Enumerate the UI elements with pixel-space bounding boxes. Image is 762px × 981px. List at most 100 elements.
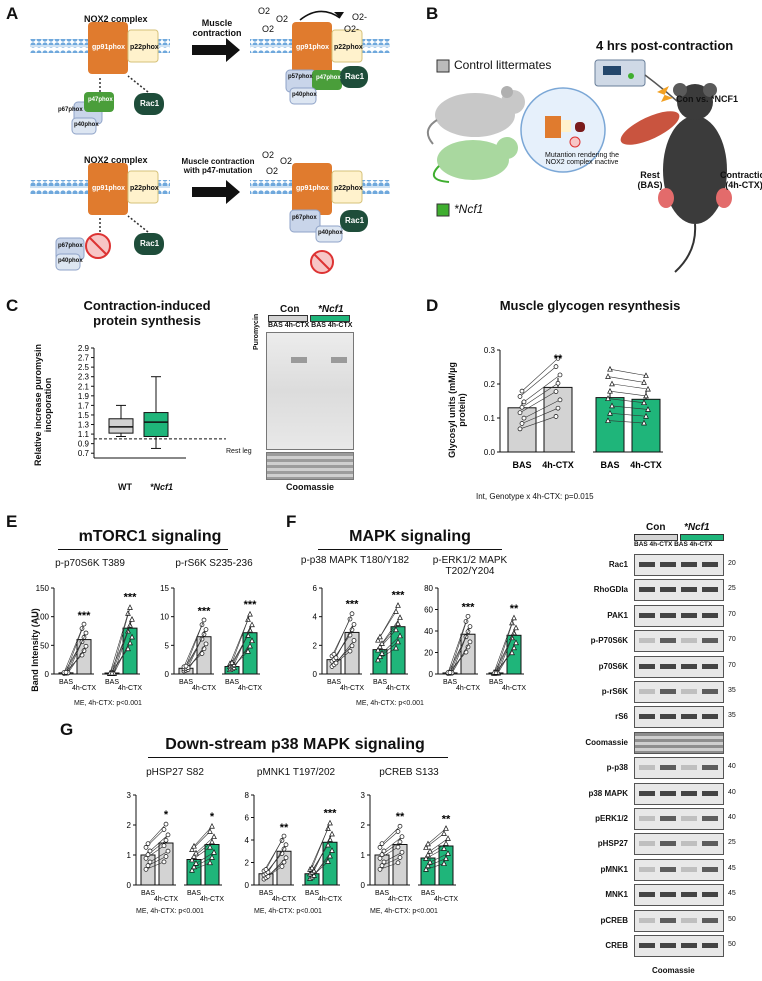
data-point — [553, 389, 559, 394]
paired-line — [67, 646, 87, 674]
wb-band — [681, 587, 697, 593]
data-point — [517, 426, 523, 432]
data-point — [445, 850, 451, 856]
wb-row: p-rS6K 35 — [602, 681, 762, 703]
wb-blot-strip — [634, 655, 724, 678]
data-point — [249, 637, 255, 644]
bar — [158, 842, 174, 886]
wb-row-label: MNK1 — [605, 890, 628, 900]
data-point — [641, 379, 647, 385]
wb-band — [639, 943, 655, 948]
data-point — [351, 622, 357, 627]
data-point — [211, 833, 217, 840]
data-point — [229, 659, 235, 666]
wb-lanes: BAS 4h-CTX BAS 4h-CTX — [634, 541, 713, 548]
data-point — [163, 837, 169, 843]
y-tick-label: 2 — [313, 641, 318, 650]
p22-label-4: p22phox — [334, 185, 363, 192]
data-point — [395, 602, 401, 608]
x-tick-label: 4h-CTX — [542, 460, 574, 470]
significance-marker: *** — [78, 610, 92, 622]
paired-line — [195, 836, 215, 854]
wb-row-kda: 70 — [728, 610, 736, 618]
paired-line — [427, 858, 447, 867]
p67-label-3: p67phox — [292, 215, 317, 221]
data-point — [281, 833, 287, 839]
y-tick-label: 2.1 — [78, 382, 90, 391]
wb-band — [681, 612, 697, 618]
wb-band — [660, 689, 676, 694]
wb-blot-strip — [634, 579, 724, 602]
y-tick-label: 0 — [127, 881, 132, 890]
paired-line — [425, 863, 445, 870]
data-point — [183, 663, 189, 669]
wb-row: PAK1 70 — [607, 604, 762, 627]
paired-line — [429, 853, 449, 863]
y-tick-label: 20 — [424, 649, 433, 658]
wb-row: pCREB 50 — [600, 909, 762, 932]
x-tick-label: BAS — [259, 890, 273, 897]
wb-blot-strip — [634, 935, 724, 957]
wb-row: MNK1 45 — [605, 884, 762, 907]
data-point — [605, 417, 611, 423]
data-point — [209, 854, 215, 860]
wb-band — [660, 790, 676, 796]
wb-row-kda: 50 — [728, 915, 736, 923]
data-point — [395, 620, 401, 627]
panel-label-d: D — [426, 296, 439, 315]
data-point — [645, 406, 651, 412]
wb-band — [681, 562, 697, 567]
x-tick-label: 4h-CTX — [238, 685, 262, 692]
y-tick-label: 1 — [127, 851, 132, 860]
y-tick-label: 40 — [424, 627, 433, 636]
paired-line — [495, 647, 515, 674]
data-point — [397, 823, 403, 829]
y-tick-label: 3 — [127, 791, 132, 800]
data-point — [201, 617, 207, 623]
rac1-label-3: Rac1 — [140, 239, 160, 248]
data-point — [441, 845, 447, 851]
x-tick-label: 4h-CTX — [192, 685, 216, 692]
wb-band — [681, 816, 697, 821]
p67-label-2: p67phox — [58, 243, 83, 249]
p22-label-3: p22phox — [130, 185, 159, 192]
gp91-label-2: gp91phox — [296, 44, 330, 51]
paired-line — [449, 631, 469, 674]
data-point — [641, 419, 647, 426]
data-point — [521, 415, 527, 421]
x-tick-label: BAS — [187, 890, 201, 897]
data-point — [283, 842, 289, 848]
data-point — [161, 843, 167, 849]
wb-row-kda: 45 — [728, 890, 736, 898]
y-tick-label: 50 — [40, 641, 49, 650]
wb-band — [681, 917, 697, 923]
wb-band — [681, 892, 697, 898]
data-point — [81, 648, 87, 654]
wb-row-kda: 40 — [728, 814, 736, 821]
y-tick-label: 0 — [429, 670, 434, 679]
data-point — [189, 846, 195, 852]
significance-marker: ** — [280, 822, 289, 834]
x-tick-label: BAS — [305, 890, 319, 897]
data-point — [145, 852, 151, 858]
significance-marker: *** — [462, 601, 476, 613]
data-point — [161, 827, 167, 832]
p67-label-1: p67phox — [58, 107, 83, 113]
data-point — [443, 825, 449, 831]
data-point — [163, 821, 169, 827]
paired-line — [267, 844, 287, 873]
data-point — [513, 639, 519, 646]
data-point — [643, 372, 649, 378]
data-point — [249, 621, 255, 628]
wb-band — [639, 765, 655, 771]
o2-label-6: O2 — [266, 166, 279, 176]
wb-row-label: p-rS6K — [601, 687, 628, 696]
panel-label-g: G — [60, 720, 74, 739]
data-point — [145, 863, 151, 869]
wb-blot-strip — [634, 782, 724, 805]
panel-d-title: Muscle glycogen resynthesis — [499, 298, 681, 313]
panel-label-f: F — [286, 512, 297, 531]
paired-line — [609, 412, 647, 417]
wb-blot-strip — [634, 833, 724, 856]
y-tick-label: 0.2 — [484, 380, 496, 389]
